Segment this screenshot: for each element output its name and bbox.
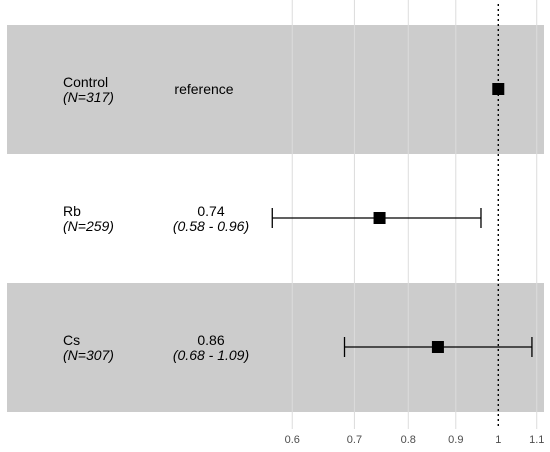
estimate-marker: [431, 341, 444, 353]
row-ci-label: (0.58 - 0.96): [173, 218, 249, 234]
row-n: (N=317): [63, 89, 114, 105]
row-band-control: [7, 25, 544, 154]
x-tick-label: 0.6: [285, 434, 300, 446]
estimate-marker: [492, 83, 505, 95]
row-name: Cs: [63, 332, 80, 348]
grid-lines: [291, 0, 538, 429]
x-tick-label: 0.8: [401, 434, 416, 446]
row-n: (N=307): [63, 347, 114, 363]
row-estimate-label: 0.86: [197, 332, 224, 348]
row-estimate-label: reference: [174, 81, 233, 97]
row-estimate-label: 0.74: [197, 203, 224, 219]
row-name: Rb: [63, 203, 81, 219]
x-tick-label: 1.1: [529, 434, 544, 446]
row-name: Control: [63, 74, 108, 90]
row-labels: Control(N=317) reference Rb(N=259) 0.74(0.5…: [63, 74, 249, 363]
x-tick-label: 0.9: [448, 434, 463, 446]
row-n: (N=259): [63, 218, 114, 234]
estimate-marks: [271, 83, 533, 357]
row-ci-label: (0.68 - 1.09): [173, 347, 249, 363]
x-axis-ticks: 0.6 0.7 0.8 0.9 1 1.1: [285, 434, 545, 446]
estimate-marker: [373, 212, 386, 224]
x-tick-label: 1: [495, 434, 501, 446]
x-tick-label: 0.7: [347, 434, 362, 446]
